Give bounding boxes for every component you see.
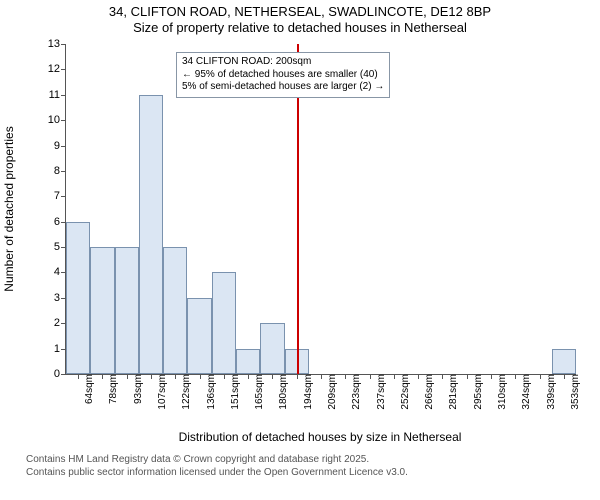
x-tick-label: 78sqm <box>102 374 119 404</box>
plot-area: 01234567891011121364sqm78sqm93sqm107sqm1… <box>65 44 576 375</box>
x-tick-label: 223sqm <box>345 374 362 410</box>
chart-container: 34, CLIFTON ROAD, NETHERSEAL, SWADLINCOT… <box>0 0 600 500</box>
x-tick-label: 194sqm <box>297 374 314 410</box>
histogram-bar <box>66 222 90 374</box>
y-tick-label: 5 <box>54 241 66 253</box>
x-tick-label: 93sqm <box>127 374 144 404</box>
x-tick-label: 180sqm <box>272 374 289 410</box>
annotation-box: 34 CLIFTON ROAD: 200sqm← 95% of detached… <box>176 52 390 98</box>
x-tick-label: 252sqm <box>394 374 411 410</box>
x-axis-label: Distribution of detached houses by size … <box>65 430 575 444</box>
title-line-2: Size of property relative to detached ho… <box>0 20 600 36</box>
y-tick-label: 1 <box>54 343 66 355</box>
x-tick-label: 64sqm <box>78 374 95 404</box>
y-tick-label: 11 <box>49 89 66 101</box>
attribution-text: Contains HM Land Registry data © Crown c… <box>0 454 600 479</box>
y-tick-label: 13 <box>48 38 66 50</box>
x-tick-label: 237sqm <box>370 374 387 410</box>
x-tick-label: 209sqm <box>321 374 338 410</box>
histogram-bar <box>139 95 163 374</box>
chart-title: 34, CLIFTON ROAD, NETHERSEAL, SWADLINCOT… <box>0 4 600 37</box>
attribution-line-2: Contains public sector information licen… <box>26 467 600 480</box>
x-tick-label: 151sqm <box>224 374 241 410</box>
x-tick-label: 295sqm <box>467 374 484 410</box>
y-tick-label: 7 <box>54 190 66 202</box>
y-tick-label: 12 <box>48 63 66 75</box>
attribution-line-1: Contains HM Land Registry data © Crown c… <box>26 454 600 467</box>
y-tick-label: 10 <box>48 114 66 126</box>
histogram-bar <box>260 323 284 374</box>
histogram-bar <box>552 349 576 374</box>
histogram-bar <box>115 247 139 374</box>
x-tick-label: 310sqm <box>491 374 508 410</box>
x-tick-label: 136sqm <box>200 374 217 410</box>
y-tick-label: 0 <box>54 368 66 380</box>
y-tick-label: 3 <box>54 292 66 304</box>
x-tick-label: 339sqm <box>540 374 557 410</box>
y-tick-label: 6 <box>54 216 66 228</box>
y-axis-label: Number of detached properties <box>2 126 16 291</box>
annotation-line: 5% of semi-detached houses are larger (2… <box>182 81 384 94</box>
title-line-1: 34, CLIFTON ROAD, NETHERSEAL, SWADLINCOT… <box>0 4 600 20</box>
annotation-line: ← 95% of detached houses are smaller (40… <box>182 69 384 82</box>
x-tick-label: 266sqm <box>418 374 435 410</box>
histogram-bar <box>236 349 260 374</box>
y-tick-label: 8 <box>54 165 66 177</box>
x-tick-label: 281sqm <box>442 374 459 410</box>
x-tick-label: 122sqm <box>175 374 192 410</box>
histogram-bar <box>187 298 211 374</box>
y-tick-label: 4 <box>54 266 66 278</box>
histogram-bar <box>212 272 236 374</box>
y-tick-label: 2 <box>54 317 66 329</box>
x-tick-label: 165sqm <box>248 374 265 410</box>
histogram-bar <box>90 247 114 374</box>
x-tick-label: 107sqm <box>151 374 168 410</box>
histogram-bar <box>163 247 187 374</box>
y-tick-label: 9 <box>54 140 66 152</box>
x-tick-label: 353sqm <box>564 374 581 410</box>
x-tick-label: 324sqm <box>515 374 532 410</box>
annotation-line: 34 CLIFTON ROAD: 200sqm <box>182 56 384 69</box>
